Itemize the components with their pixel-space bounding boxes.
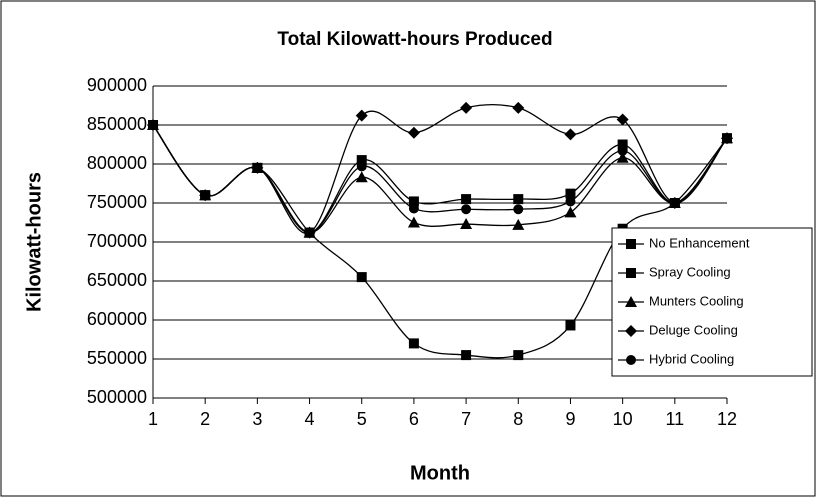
marker <box>513 204 524 215</box>
marker <box>252 162 263 173</box>
marker <box>407 126 420 139</box>
x-tick-label: 7 <box>461 409 471 429</box>
marker <box>513 350 524 361</box>
marker <box>513 194 524 205</box>
x-tick-label: 5 <box>357 409 367 429</box>
marker <box>356 155 367 166</box>
legend-marker <box>626 268 636 278</box>
marker <box>564 206 577 218</box>
x-tick-label: 8 <box>513 409 523 429</box>
marker <box>356 272 367 283</box>
x-tick-label: 3 <box>252 409 262 429</box>
x-axis-label: Month <box>410 462 470 484</box>
y-tick-label: 650000 <box>87 270 147 290</box>
marker <box>408 196 419 207</box>
x-tick-label: 12 <box>717 409 737 429</box>
marker <box>565 188 576 199</box>
marker <box>304 227 315 238</box>
marker <box>512 218 525 230</box>
marker <box>512 101 525 114</box>
y-tick-label: 550000 <box>87 348 147 368</box>
marker <box>460 101 473 114</box>
marker <box>408 338 419 349</box>
y-tick-label: 800000 <box>87 153 147 173</box>
x-tick-label: 11 <box>665 409 684 429</box>
legend-box <box>611 227 813 377</box>
marker <box>461 350 472 361</box>
y-tick-label: 500000 <box>87 387 147 407</box>
marker <box>616 151 629 163</box>
legend-label: Munters Cooling <box>649 293 744 308</box>
marker <box>356 161 367 172</box>
x-tick-label: 9 <box>565 409 575 429</box>
marker <box>564 128 577 141</box>
marker <box>148 120 158 130</box>
series-line <box>152 124 728 234</box>
y-tick-label: 850000 <box>87 114 147 134</box>
marker <box>408 203 419 214</box>
x-tick-label: 4 <box>305 409 315 429</box>
y-tick-label: 750000 <box>87 192 147 212</box>
legend-label: Spray Cooling <box>649 264 731 279</box>
marker <box>617 145 628 156</box>
marker <box>616 113 629 126</box>
legend-marker <box>625 325 637 337</box>
marker <box>461 204 472 215</box>
marker <box>460 218 473 230</box>
marker <box>407 216 420 228</box>
marker <box>669 198 680 208</box>
marker <box>722 133 732 144</box>
legend-marker <box>626 355 636 365</box>
legend-marker <box>626 239 636 249</box>
y-tick-label: 900000 <box>87 75 147 95</box>
legend-label: Deluge Cooling <box>649 322 738 337</box>
marker <box>565 196 576 207</box>
marker <box>461 194 472 205</box>
x-tick-label: 6 <box>409 409 419 429</box>
x-tick-label: 1 <box>148 409 158 429</box>
y-tick-label: 600000 <box>87 309 147 329</box>
y-tick-label: 700000 <box>87 231 147 251</box>
x-tick-label: 10 <box>613 409 633 429</box>
legend-label: No Enhancement <box>649 235 750 250</box>
y-axis-label: Kilowatt-hours <box>23 172 45 312</box>
marker <box>617 139 628 150</box>
x-tick-label: 2 <box>200 409 210 429</box>
legend-label: Hybrid Cooling <box>649 351 734 366</box>
marker <box>565 320 576 331</box>
chart-title: Total Kilowatt-hours Produced <box>277 29 552 50</box>
legend-marker <box>625 296 637 307</box>
marker <box>355 171 368 183</box>
marker <box>355 109 368 122</box>
marker <box>200 190 211 201</box>
